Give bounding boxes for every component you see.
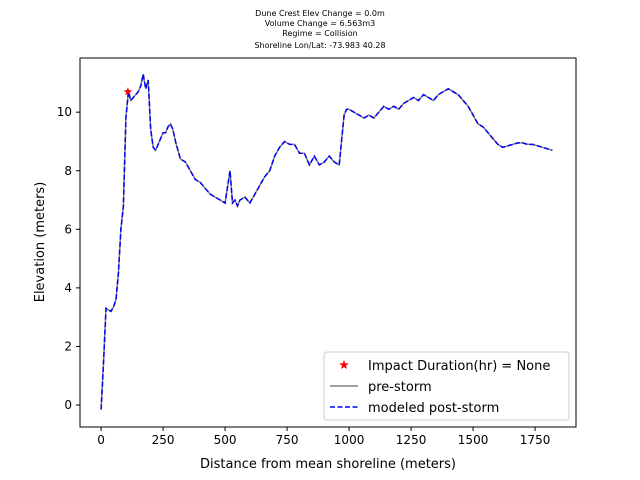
- y-tick-label: 0: [64, 398, 72, 412]
- x-tick-label: 500: [214, 433, 237, 447]
- x-tick-label: 1000: [334, 433, 365, 447]
- x-tick-label: 0: [97, 433, 105, 447]
- legend-label-pre-storm: pre-storm: [368, 380, 432, 395]
- x-tick-label: 1750: [520, 433, 551, 447]
- legend-label-impact: Impact Duration(hr) = None: [368, 359, 550, 374]
- y-tick-label: 10: [57, 105, 72, 119]
- chart-title-line-2: Volume Change = 6.563m3: [264, 19, 376, 28]
- legend: Impact Duration(hr) = None pre-storm mod…: [323, 351, 570, 421]
- x-tick-label: 1250: [396, 433, 427, 447]
- impact-marker-star: [123, 87, 133, 96]
- x-tick-label: 750: [276, 433, 299, 447]
- series-layer: [100, 73, 553, 410]
- x-tick-label: 1500: [458, 433, 489, 447]
- y-axis-ticks: 0 2 4 6 8 10: [57, 105, 80, 412]
- y-tick-label: 6: [64, 222, 72, 236]
- post-storm-line: [100, 73, 553, 410]
- legend-label-post-storm: modeled post-storm: [368, 401, 499, 416]
- y-tick-label: 4: [64, 281, 72, 295]
- x-axis-ticks: 0 250 500 750 1000 1250 1500 1750: [97, 427, 550, 447]
- legend-entry-post-storm: modeled post-storm: [330, 401, 499, 416]
- y-tick-label: 8: [64, 164, 72, 178]
- x-axis-label: Distance from mean shoreline (meters): [200, 457, 456, 472]
- y-tick-label: 2: [64, 339, 72, 353]
- y-axis-label: Elevation (meters): [33, 182, 48, 303]
- axes-frame: [79, 57, 577, 428]
- legend-entry-impact: Impact Duration(hr) = None: [339, 359, 550, 374]
- chart-title-line-1: Dune Crest Elev Change = 0.0m: [255, 9, 385, 18]
- legend-box: [323, 351, 570, 421]
- legend-star-icon: [339, 360, 349, 369]
- chart-title-line-4: Shoreline Lon/Lat: -73.983 40.28: [254, 41, 386, 50]
- x-tick-label: 250: [152, 433, 175, 447]
- chart-title-line-3: Regime = Collision: [282, 29, 358, 38]
- legend-entry-pre-storm: pre-storm: [330, 380, 432, 395]
